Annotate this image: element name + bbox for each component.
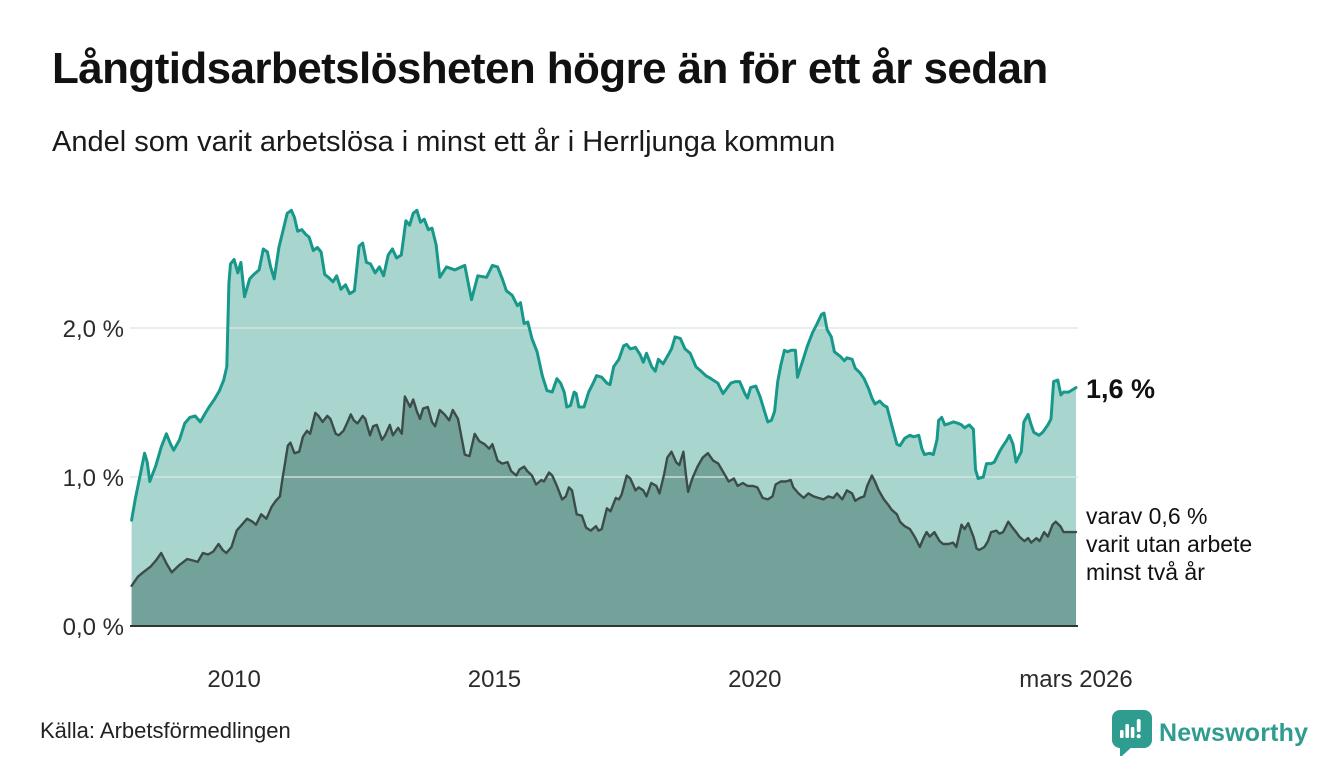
series-line-two-years bbox=[130, 395, 1078, 587]
latest-value-label: 1,6 % bbox=[1086, 374, 1156, 404]
secondary-value-label: varav 0,6 % varit utan arbete minst två … bbox=[1086, 502, 1252, 586]
x-tick-label: 2010 bbox=[207, 666, 260, 693]
y-tick-label: 1,0 % bbox=[63, 465, 124, 492]
bar-chart-glyph bbox=[1120, 719, 1141, 739]
y-axis-tick-labels: 0,0 % 1,0 % 2,0 % bbox=[63, 316, 124, 641]
secondary-value-line: varav 0,6 % bbox=[1086, 503, 1208, 529]
y-tick-label: 2,0 % bbox=[63, 316, 124, 343]
newsworthy-logo: Newsworthy bbox=[1112, 710, 1308, 756]
newsworthy-logo-text: Newsworthy bbox=[1159, 718, 1309, 747]
x-tick-label: 2015 bbox=[468, 666, 521, 693]
secondary-value-line: minst två år bbox=[1086, 559, 1205, 585]
x-tick-label: mars 2026 bbox=[1019, 666, 1132, 693]
x-tick-label: 2020 bbox=[728, 666, 781, 693]
series-line-one-year bbox=[130, 208, 1078, 522]
secondary-value-line: varit utan arbete bbox=[1086, 531, 1253, 557]
area-two-years bbox=[131, 396, 1077, 626]
newsworthy-logo-icon bbox=[1112, 710, 1152, 756]
y-tick-label: 0,0 % bbox=[63, 614, 124, 641]
x-axis-tick-labels: 2010 2015 2020 mars 2026 bbox=[207, 666, 1132, 693]
page-title: Långtidsarbetslösheten högre än för ett … bbox=[52, 44, 1048, 93]
page-subtitle: Andel som varit arbetslösa i minst ett å… bbox=[52, 126, 836, 158]
chart-gridlines bbox=[130, 327, 1078, 478]
source-note: Källa: Arbetsförmedlingen bbox=[40, 718, 291, 743]
